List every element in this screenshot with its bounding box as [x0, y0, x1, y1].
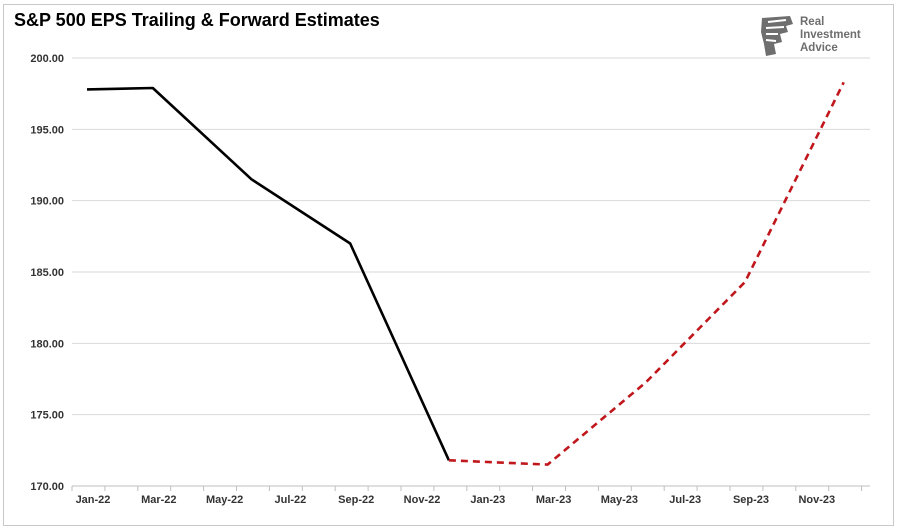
x-tick-label: May-22 [206, 494, 243, 506]
x-tick-label: Sep-22 [338, 494, 374, 506]
x-tick-label: Nov-22 [404, 494, 441, 506]
x-tick-label: May-23 [601, 494, 638, 506]
x-tick-label: Nov-23 [798, 494, 835, 506]
y-tick-label: 180.00 [30, 338, 64, 350]
x-tick-label: Jan-23 [470, 494, 505, 506]
y-tick-label: 170.00 [30, 481, 64, 493]
trailing-eps-line [86, 86, 451, 461]
logo-line-1: Real [800, 16, 825, 28]
gridlines [72, 57, 870, 416]
y-tick-label: 195.00 [30, 124, 64, 136]
x-tick-label: Jul-23 [669, 494, 701, 506]
x-tick-label: Jul-22 [275, 494, 307, 506]
logo-line-2: Investment [800, 29, 861, 41]
eagle-head-icon [761, 16, 793, 56]
x-tick-label: Sep-23 [733, 494, 769, 506]
y-axis-ticks: 170.00 175.00 180.00 185.00 190.00 195.00 200.… [30, 53, 64, 493]
x-tick-label: Mar-22 [141, 494, 176, 506]
x-tick-label: Jan-22 [76, 494, 111, 506]
y-tick-label: 185.00 [30, 267, 64, 279]
y-tick-label: 190.00 [30, 196, 64, 208]
series-lines [86, 81, 845, 466]
logo-text: Real Investment Advice [800, 16, 861, 55]
brand-logo: Real Investment Advice [760, 14, 880, 58]
x-tick-label: Mar-23 [536, 494, 571, 506]
forward-estimate-line [448, 81, 845, 466]
chart-frame [3, 4, 894, 526]
logo-line-3: Advice [800, 42, 838, 54]
y-tick-label: 175.00 [30, 410, 64, 422]
y-tick-label: 200.00 [30, 53, 64, 65]
x-axis: Jan-22 Mar-22 May-22 Jul-22 Sep-22 Nov-22 Jan-… [71, 485, 870, 506]
chart-title: S&P 500 EPS Trailing & Forward Estimates [14, 10, 380, 30]
